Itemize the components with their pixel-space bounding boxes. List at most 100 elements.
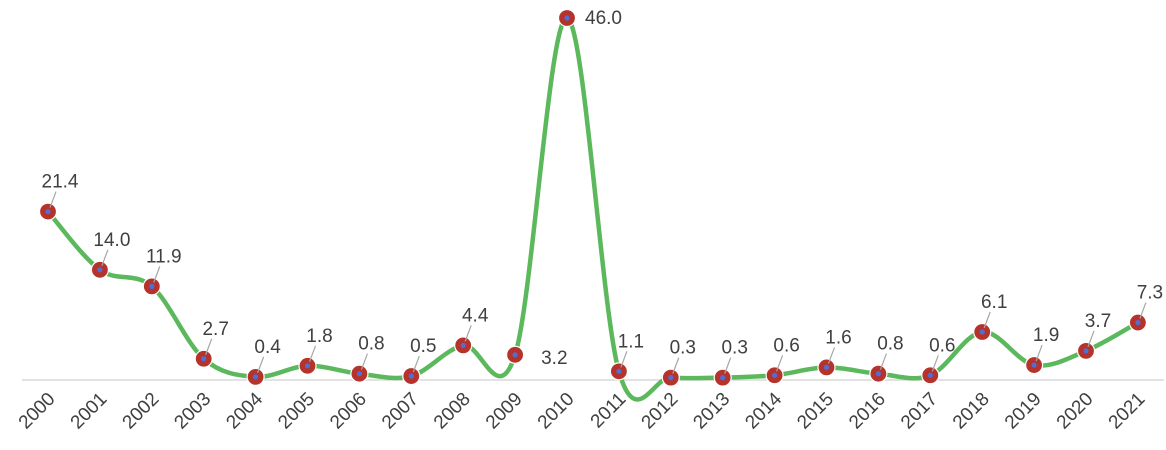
x-tick-label: 2011 bbox=[587, 389, 631, 433]
data-label: 0.3 bbox=[670, 338, 696, 359]
data-point bbox=[90, 260, 110, 279]
data-label: 7.3 bbox=[1137, 283, 1163, 304]
x-tick-label: 2007 bbox=[378, 389, 423, 434]
data-label: 0.6 bbox=[929, 335, 955, 356]
x-tick-label: 2004 bbox=[222, 388, 267, 433]
series-line bbox=[45, 15, 1141, 402]
data-point-center bbox=[1031, 362, 1037, 368]
data-label: 21.4 bbox=[42, 172, 79, 193]
data-point-center bbox=[149, 283, 155, 289]
x-tick-label: 2001 bbox=[67, 389, 112, 434]
data-label-leader bbox=[49, 191, 57, 208]
data-label-leader bbox=[412, 355, 420, 373]
data-point bbox=[921, 366, 940, 385]
data-point bbox=[38, 202, 58, 221]
data-point bbox=[713, 368, 732, 387]
data-point-center bbox=[356, 371, 362, 377]
data-point-center bbox=[979, 329, 985, 335]
data-point bbox=[1076, 341, 1096, 360]
data-label: 2.7 bbox=[202, 319, 228, 340]
data-label-leader bbox=[776, 355, 784, 372]
data-label-leader bbox=[308, 345, 317, 363]
data-label: 4.4 bbox=[462, 305, 489, 326]
data-point bbox=[557, 8, 577, 28]
data-point-center bbox=[1135, 319, 1141, 326]
data-point-center bbox=[720, 375, 726, 381]
data-point bbox=[402, 366, 421, 386]
x-tick-label: 2003 bbox=[170, 389, 215, 434]
data-point-center bbox=[875, 371, 882, 377]
data-point bbox=[817, 358, 836, 377]
data-point bbox=[142, 277, 161, 296]
x-tick-label: 2006 bbox=[326, 389, 371, 434]
data-label: 3.2 bbox=[541, 348, 567, 369]
data-point-center bbox=[616, 368, 622, 374]
data-labels: 21.4 14.0 11.9 2.7 0.4 1.8 0.8 0.5 4.4 3.2 46.0 1.1… bbox=[42, 8, 1163, 374]
data-label: 0.3 bbox=[721, 338, 747, 359]
data-label-leader bbox=[1087, 330, 1095, 348]
data-label-leader bbox=[931, 355, 939, 372]
x-tick-label: 2000 bbox=[15, 389, 60, 434]
data-label-leader bbox=[1139, 302, 1147, 319]
data-label-leader bbox=[464, 325, 472, 342]
x-tick-label: 2009 bbox=[482, 389, 527, 434]
data-label: 6.1 bbox=[981, 292, 1007, 313]
x-tick-label: 2020 bbox=[1053, 389, 1098, 434]
data-point bbox=[298, 356, 317, 375]
x-tick-label: 2019 bbox=[1001, 389, 1046, 434]
data-label: 1.8 bbox=[306, 326, 332, 347]
data-label-leader bbox=[879, 353, 887, 370]
data-point bbox=[505, 345, 525, 364]
data-label-leader bbox=[101, 249, 109, 267]
data-label-leader bbox=[153, 266, 161, 283]
x-tick-label: 2013 bbox=[689, 389, 734, 434]
data-point-center bbox=[1083, 348, 1089, 354]
data-label-leader bbox=[360, 353, 368, 370]
data-point bbox=[869, 364, 888, 383]
x-tick-label: 2018 bbox=[949, 389, 994, 434]
data-points bbox=[38, 8, 1148, 387]
data-label-leader bbox=[672, 357, 680, 374]
data-point-center bbox=[304, 363, 311, 369]
x-tick-label: 2015 bbox=[793, 389, 838, 434]
data-label: 11.9 bbox=[146, 246, 182, 267]
data-label: 0.4 bbox=[254, 337, 281, 358]
data-point bbox=[661, 368, 680, 387]
data-label: 14.0 bbox=[93, 230, 130, 251]
x-tick-label: 2016 bbox=[845, 389, 890, 434]
data-label: 1.1 bbox=[618, 331, 644, 352]
data-label: 0.6 bbox=[773, 335, 799, 356]
data-label: 3.7 bbox=[1085, 311, 1111, 332]
data-point-center bbox=[772, 372, 778, 378]
data-point-center bbox=[668, 375, 674, 381]
data-point bbox=[246, 367, 265, 386]
data-label-leader bbox=[620, 351, 628, 368]
data-point-center bbox=[460, 342, 466, 348]
data-point bbox=[194, 349, 213, 368]
data-label: 0.5 bbox=[410, 336, 436, 357]
x-tick-label: 2008 bbox=[430, 389, 475, 434]
data-label: 0.8 bbox=[877, 334, 903, 355]
data-point bbox=[350, 364, 369, 383]
data-point bbox=[609, 362, 629, 381]
data-point bbox=[1128, 313, 1148, 332]
data-point bbox=[1024, 355, 1044, 375]
data-label-leader bbox=[205, 338, 213, 355]
x-axis-tick-labels: 2000 2001 2002 2003 2004 2005 2006 2007 2008 2009… bbox=[15, 388, 1150, 433]
data-label-leader bbox=[827, 347, 836, 364]
data-label: 0.8 bbox=[358, 334, 384, 355]
data-point-center bbox=[45, 208, 51, 215]
data-point bbox=[454, 336, 473, 355]
x-tick-label: 2002 bbox=[119, 389, 164, 434]
data-label-leader bbox=[983, 311, 991, 329]
data-point-center bbox=[927, 372, 933, 378]
x-tick-label: 2005 bbox=[274, 389, 319, 434]
data-point-center bbox=[512, 352, 518, 358]
data-label: 46.0 bbox=[585, 8, 622, 29]
data-label: 1.6 bbox=[825, 327, 851, 348]
data-point bbox=[765, 366, 784, 385]
data-point bbox=[973, 322, 992, 342]
x-tick-label: 2017 bbox=[897, 389, 942, 434]
data-point-center bbox=[564, 15, 570, 21]
